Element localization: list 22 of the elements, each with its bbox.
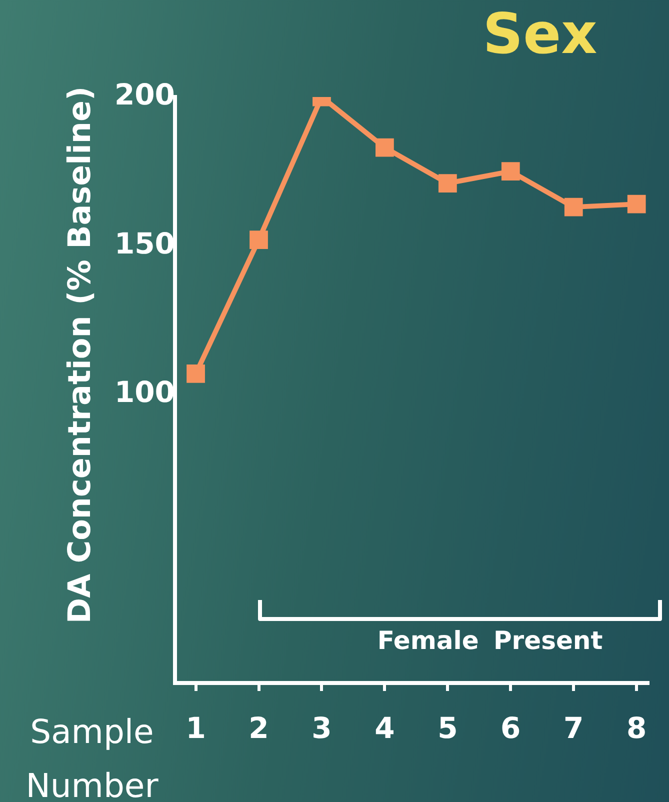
y-tick-label: 200	[114, 78, 175, 112]
x-tick-label: 2	[248, 710, 269, 745]
point	[250, 230, 268, 249]
point	[627, 194, 646, 214]
chart-title: Sex	[482, 2, 598, 67]
point	[564, 198, 583, 216]
y-axis-title: DA Concentration (% Baseline)	[61, 85, 99, 626]
x-tick-label: 6	[500, 710, 521, 745]
point	[438, 174, 457, 192]
x-tick-label: 4	[374, 710, 395, 745]
annotation: Female Present	[376, 626, 604, 655]
x-tick-label: 3	[312, 710, 332, 745]
y-tick-label: 150	[114, 226, 175, 260]
x-tick-label: 8	[626, 710, 647, 745]
x-tick-label: 1	[186, 710, 206, 745]
x-tick-label: 7	[564, 710, 584, 745]
y-tick-label: 100	[114, 374, 175, 409]
x-axis-title: Sample Number	[24, 711, 160, 802]
point	[501, 162, 520, 181]
point	[376, 138, 394, 157]
point	[186, 364, 205, 383]
x-tick-label: 5	[438, 710, 458, 745]
